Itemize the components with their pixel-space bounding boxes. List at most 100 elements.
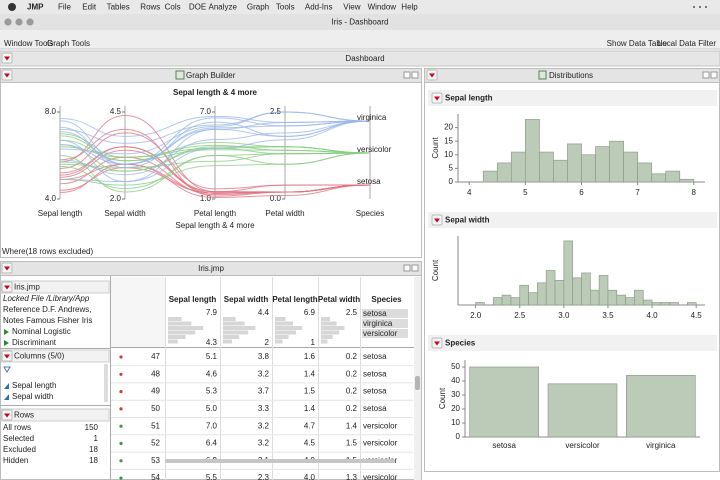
rows-label: Excluded — [3, 445, 36, 454]
axis-name: Petal width — [265, 209, 304, 218]
window-control[interactable] — [4, 18, 12, 26]
menu-item[interactable]: Analyze — [209, 3, 238, 12]
histogram-bar — [623, 151, 638, 183]
menu-item[interactable]: Rows — [140, 3, 160, 12]
rows-count: 18 — [89, 456, 98, 465]
y-tick-label: 10 — [444, 150, 453, 159]
cell: versicolor — [363, 421, 398, 430]
row-number: 54 — [151, 473, 160, 480]
cell: 5.3 — [206, 387, 218, 396]
table-info: Notes Famous Fisher Iris — [3, 316, 92, 325]
column-item: Sepal width — [12, 392, 53, 401]
histogram-bar — [496, 162, 512, 183]
menu-item[interactable]: Edit — [82, 3, 97, 12]
toolbar-button[interactable]: Show Data Table — [607, 39, 668, 48]
x-tick-label: 6 — [579, 188, 584, 197]
pane-scrollbar — [104, 364, 108, 402]
column-histogram-bar — [168, 326, 204, 330]
panel-window-button[interactable] — [403, 71, 411, 79]
level-bar — [362, 319, 408, 328]
cell: 1.5 — [346, 439, 358, 448]
panel-window-button[interactable] — [411, 71, 419, 79]
rows-count: 150 — [85, 423, 99, 432]
profile-line — [59, 144, 371, 172]
profile-line — [59, 120, 371, 183]
column-header[interactable]: Petal width — [318, 295, 360, 304]
histogram-bar — [609, 140, 624, 183]
menu-item[interactable]: Help — [401, 3, 418, 12]
row-marker — [119, 407, 123, 411]
cell: 0.2 — [346, 387, 358, 396]
column-max: 4.4 — [258, 308, 270, 317]
dashboard-title: Dashboard — [345, 54, 384, 63]
column-header[interactable]: Species — [371, 295, 402, 304]
menu-item[interactable]: DOE — [189, 3, 206, 12]
cell: setosa — [363, 352, 387, 361]
panel-window-button[interactable] — [403, 264, 411, 272]
y-tick-label: 40 — [451, 376, 460, 385]
menu-item[interactable]: Tables — [107, 3, 130, 12]
menu-item[interactable]: Add-Ins — [305, 3, 333, 12]
histogram-bar — [607, 289, 618, 306]
species-label: virginica — [357, 113, 387, 122]
column-icon — [4, 383, 9, 389]
column-header[interactable]: Petal length — [272, 295, 317, 304]
cell: versicolor — [363, 439, 398, 448]
row-marker — [119, 459, 123, 463]
toolbar-button[interactable]: Window Tools — [4, 39, 53, 48]
window-control[interactable] — [26, 18, 34, 26]
histogram-bar — [679, 178, 695, 183]
histogram-bar — [651, 173, 667, 183]
menu-item[interactable]: Window — [368, 3, 397, 12]
cell: 1.4 — [304, 404, 316, 413]
cell: 0.2 — [346, 352, 358, 361]
disclosure-triangle — [4, 354, 10, 359]
menu-item[interactable]: Tools — [276, 3, 295, 12]
toolbar-button[interactable]: Graph Tools — [47, 39, 90, 48]
app-name[interactable]: JMP — [27, 3, 44, 12]
cell: setosa — [363, 404, 387, 413]
column-histogram-bar — [168, 330, 196, 335]
data-table-panel — [0, 261, 422, 480]
cell: 4.6 — [206, 369, 218, 378]
menu-item[interactable]: Graph — [247, 3, 269, 12]
menu-item[interactable]: File — [58, 3, 71, 12]
column-histogram-bar — [168, 321, 192, 326]
apple-menu[interactable] — [8, 3, 16, 11]
scrollbar-thumb[interactable] — [165, 459, 395, 463]
rows-label: Hidden — [3, 456, 28, 465]
column-histogram-bar — [275, 326, 302, 330]
cell: 4.7 — [304, 421, 316, 430]
column-histogram-bar — [275, 339, 283, 344]
row-number: 51 — [151, 421, 160, 430]
panel-header — [0, 68, 422, 83]
profile-line — [59, 163, 371, 199]
cell: 2.3 — [258, 473, 270, 480]
x-tick-label: 2.5 — [514, 311, 526, 320]
column-header[interactable]: Sepal width — [224, 295, 269, 304]
histogram-bar — [475, 302, 485, 306]
histogram-bar — [642, 299, 653, 306]
histogram-bar — [616, 294, 626, 306]
cell: 5.5 — [206, 473, 218, 480]
cell: 0.2 — [346, 369, 358, 378]
histogram-bar — [634, 289, 644, 306]
x-tick-label: 5 — [523, 188, 528, 197]
panel-window-button[interactable] — [411, 264, 419, 272]
scrollbar-thumb[interactable] — [415, 376, 420, 390]
x-tick-label: 3.5 — [602, 311, 614, 320]
column-histogram-bar — [275, 317, 286, 321]
window-control[interactable] — [15, 18, 23, 26]
pane-header — [0, 349, 110, 363]
menu-item[interactable]: Cols — [165, 3, 181, 12]
panel-window-button[interactable] — [710, 71, 718, 79]
axis-limit-label: 0.0 — [270, 194, 282, 203]
column-header[interactable]: Sepal length — [169, 295, 217, 304]
disclosure-triangle — [4, 56, 10, 61]
panel-window-button[interactable] — [702, 71, 710, 79]
toolbar-button[interactable]: Local Data Filter — [658, 39, 717, 48]
level-bar — [362, 309, 408, 318]
cell: versicolor — [363, 473, 398, 480]
menu-item[interactable]: View — [343, 3, 360, 12]
